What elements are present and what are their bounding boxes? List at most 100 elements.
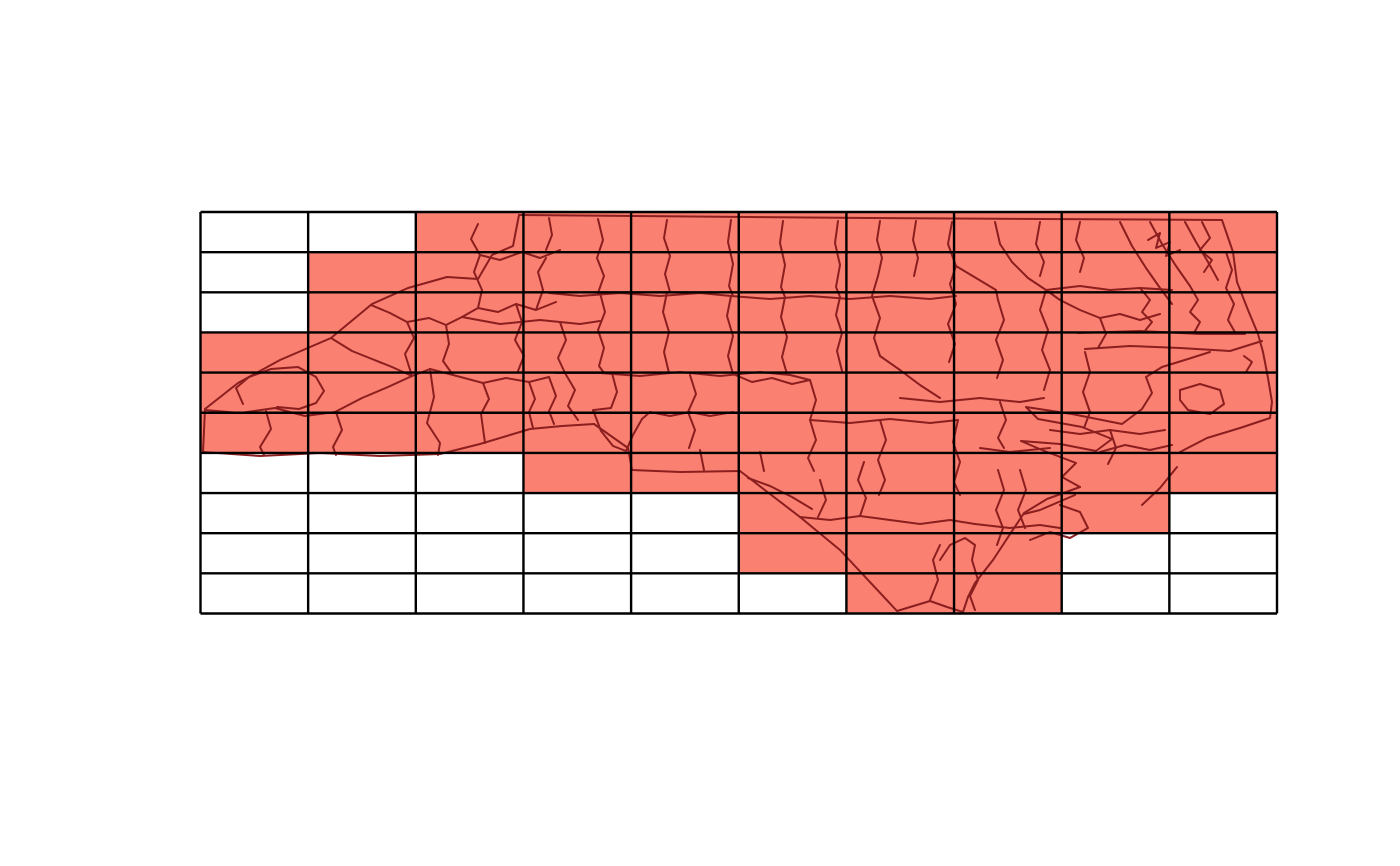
grid-cell-filled	[523, 212, 632, 253]
county-boundary-line	[370, 304, 463, 326]
grid-cell-filled	[738, 412, 847, 453]
county-boundary-line	[1017, 469, 1027, 529]
county-boundary-line	[799, 515, 891, 521]
grid-lines	[199, 210, 1279, 615]
county-boundary-line	[528, 381, 536, 429]
county-boundary-line	[1075, 221, 1085, 273]
county-boundary-line	[1179, 383, 1225, 415]
grid-cell-filled	[200, 412, 309, 453]
county-boundary-line	[807, 419, 817, 472]
county-boundary-line	[877, 419, 887, 496]
grid-cell-filled	[1169, 332, 1277, 373]
county-boundary-line	[202, 214, 520, 453]
county-boundary-line	[727, 219, 734, 297]
county-boundary-line	[1243, 355, 1253, 373]
county-boundary-line	[896, 486, 1081, 613]
grid-cell-filled	[738, 292, 847, 333]
county-boundary-line	[1084, 340, 1263, 352]
grid-cell-filled	[631, 332, 739, 373]
county-boundary-line	[1189, 285, 1201, 334]
county-boundary-line	[1045, 285, 1173, 291]
grid-cell-filled	[846, 533, 955, 574]
county-boundary-line	[730, 295, 957, 300]
county-boundary-line	[817, 479, 827, 518]
county-boundary-line	[1023, 494, 1076, 515]
grid-cell-filled	[954, 372, 1062, 413]
grid-cell-filled	[846, 252, 955, 293]
county-boundary-line	[899, 397, 1045, 403]
county-boundary-line	[535, 257, 547, 311]
county-boundary-line	[939, 537, 979, 611]
grid-cell-filled	[308, 332, 416, 373]
grid-cell-filled	[1169, 292, 1277, 333]
grid-cell-filled	[631, 372, 739, 413]
grid-cell-filled	[846, 412, 955, 453]
grid-cell-filled	[1061, 372, 1170, 413]
grid-cell-filled	[523, 452, 632, 494]
grid-cell-filled	[846, 493, 955, 534]
grid-cell-filled	[846, 332, 955, 373]
grid-cell-filled	[200, 332, 309, 373]
grid-cell-filled	[738, 252, 847, 293]
grid-cell-filled	[738, 533, 847, 574]
grid-cell-filled	[308, 372, 416, 413]
county-boundary-line	[1099, 444, 1173, 453]
county-boundary-line	[473, 254, 483, 309]
county-boundary-line	[974, 523, 1061, 529]
grid-cell-filled	[631, 212, 739, 253]
county-boundary-line	[1141, 466, 1178, 506]
grid-cell-filled	[631, 452, 739, 494]
county-boundary-line	[809, 418, 959, 424]
county-boundary-line	[1097, 317, 1107, 349]
county-boundary-line	[548, 292, 732, 297]
grid-cell-filled	[954, 533, 1062, 574]
county-boundary-line	[545, 217, 553, 251]
county-boundary-line	[994, 221, 1047, 291]
county-boundary-line	[995, 299, 1005, 379]
county-boundary-line	[597, 292, 606, 374]
county-boundary-line	[461, 301, 557, 318]
county-boundary-line	[596, 218, 605, 294]
county-boundary-line	[1225, 251, 1237, 335]
county-boundary-line	[426, 368, 441, 456]
county-boundary-line	[332, 411, 343, 456]
county-boundary-line	[442, 324, 454, 376]
grid-cell-filled	[1061, 292, 1170, 333]
county-boundary-line	[929, 544, 941, 601]
county-boundary-line	[747, 477, 813, 510]
grid-cell-filled	[631, 412, 739, 453]
county-boundary-line	[330, 337, 413, 377]
grid-cell-filled	[415, 332, 524, 373]
county-boundary-line	[879, 355, 941, 399]
grid-cell-filled	[1061, 493, 1170, 534]
county-boundary-line	[955, 265, 999, 301]
county-boundary-line	[592, 409, 651, 452]
grid-cell-filled	[1169, 372, 1277, 413]
grid-cell-filled	[523, 332, 632, 373]
county-boundary-line	[663, 219, 671, 293]
county-boundary-line	[732, 373, 811, 385]
county-boundary-line	[593, 372, 618, 411]
county-boundary-line	[834, 220, 841, 298]
grid-cell-filled	[738, 452, 847, 494]
grid-cell-filled	[1061, 332, 1170, 373]
county-boundary-line	[876, 220, 883, 277]
grid-cell-filled	[415, 212, 524, 253]
county-boundary-line	[1199, 221, 1213, 273]
grid-cell-filled	[523, 292, 632, 333]
grid-cell-filled	[738, 212, 847, 253]
county-boundary-line	[1082, 351, 1091, 429]
county-boundary-line	[997, 401, 1007, 449]
county-boundary-line	[480, 382, 490, 444]
county-boundary-line	[779, 220, 786, 298]
grid-cell-filled	[954, 412, 1062, 453]
county-boundary-line	[857, 461, 867, 517]
grid-cell-filled	[846, 372, 955, 413]
grid-cell-filled	[846, 573, 955, 614]
grid-cell-filled	[631, 292, 739, 333]
county-boundary-line	[518, 214, 1223, 221]
county-boundary-line	[548, 376, 557, 425]
grid-cell-filled	[954, 452, 1062, 494]
